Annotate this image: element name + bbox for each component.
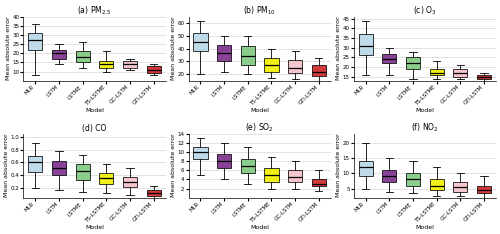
PathPatch shape <box>217 154 231 168</box>
Y-axis label: Mean absolute error: Mean absolute error <box>171 134 176 197</box>
PathPatch shape <box>288 170 302 182</box>
PathPatch shape <box>264 58 278 72</box>
Title: (d) CO: (d) CO <box>82 124 106 133</box>
X-axis label: Model: Model <box>85 225 104 230</box>
X-axis label: Model: Model <box>416 108 434 113</box>
PathPatch shape <box>406 173 420 186</box>
X-axis label: Model: Model <box>250 108 269 113</box>
PathPatch shape <box>453 69 468 77</box>
PathPatch shape <box>477 75 491 79</box>
PathPatch shape <box>240 46 255 65</box>
PathPatch shape <box>99 61 114 68</box>
Title: (f) NO$_2$: (f) NO$_2$ <box>411 121 438 134</box>
PathPatch shape <box>123 177 137 187</box>
PathPatch shape <box>194 33 207 51</box>
PathPatch shape <box>76 51 90 62</box>
PathPatch shape <box>382 170 396 183</box>
PathPatch shape <box>312 179 326 186</box>
PathPatch shape <box>453 183 468 192</box>
PathPatch shape <box>382 54 396 63</box>
PathPatch shape <box>146 190 161 196</box>
Y-axis label: Mean absolute error: Mean absolute error <box>4 134 9 197</box>
PathPatch shape <box>358 34 372 55</box>
Title: (a) PM$_{2.5}$: (a) PM$_{2.5}$ <box>78 4 112 17</box>
X-axis label: Model: Model <box>416 225 434 230</box>
Title: (e) SO$_2$: (e) SO$_2$ <box>245 121 274 134</box>
PathPatch shape <box>52 161 66 175</box>
PathPatch shape <box>358 161 372 176</box>
X-axis label: Model: Model <box>250 225 269 230</box>
PathPatch shape <box>312 65 326 76</box>
PathPatch shape <box>264 168 278 182</box>
PathPatch shape <box>52 50 66 59</box>
Y-axis label: Mean absolute error: Mean absolute error <box>336 134 341 197</box>
Y-axis label: Mean absolute error: Mean absolute error <box>6 17 11 80</box>
PathPatch shape <box>240 159 255 172</box>
PathPatch shape <box>146 66 161 73</box>
PathPatch shape <box>123 61 137 68</box>
PathPatch shape <box>28 33 42 50</box>
PathPatch shape <box>430 69 444 75</box>
PathPatch shape <box>194 147 207 159</box>
PathPatch shape <box>430 179 444 190</box>
Title: (c) O$_3$: (c) O$_3$ <box>413 4 436 17</box>
Title: (b) PM$_{10}$: (b) PM$_{10}$ <box>243 4 276 17</box>
PathPatch shape <box>477 186 491 193</box>
PathPatch shape <box>288 60 302 73</box>
X-axis label: Model: Model <box>85 108 104 113</box>
PathPatch shape <box>99 173 114 184</box>
PathPatch shape <box>76 164 90 180</box>
PathPatch shape <box>217 45 231 62</box>
Y-axis label: Mean absolute error: Mean absolute error <box>171 17 176 80</box>
PathPatch shape <box>28 156 42 172</box>
PathPatch shape <box>406 57 420 69</box>
Y-axis label: Mean absolute error: Mean absolute error <box>336 17 341 80</box>
